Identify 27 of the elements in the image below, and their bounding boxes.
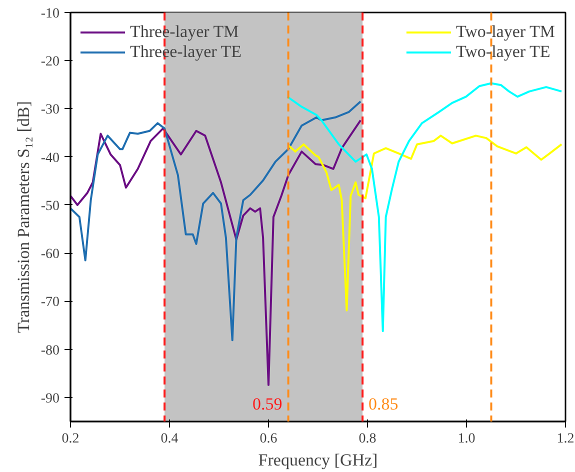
legend-label: Three-layer TM <box>130 22 239 42</box>
x-tick-label: 1.0 <box>458 432 476 446</box>
x-tick-label: 0.6 <box>260 432 278 446</box>
y-axis-title: Transmission Parameters S₁₂ [dB] <box>14 101 33 333</box>
x-axis-title: Frequency [GHz] <box>258 450 378 470</box>
annotation: 0.85 <box>368 394 398 414</box>
line-series <box>70 100 362 342</box>
y-tick-label: -10 <box>40 6 60 22</box>
legend-label: Threee-layer TE <box>130 42 242 62</box>
y-tick-label: -40 <box>40 150 60 166</box>
line-series <box>70 119 362 386</box>
legend-label: Two-layer TE <box>456 42 550 62</box>
y-tick-label: -20 <box>40 54 60 70</box>
annotation: 0.59 <box>252 394 282 414</box>
y-tick-label: -30 <box>40 102 60 118</box>
line-series <box>286 82 563 332</box>
y-tick-label: -70 <box>40 295 60 310</box>
legend-label: Two-layer TM <box>456 22 555 42</box>
y-tick-label: -60 <box>40 247 60 262</box>
y-tick-label: -80 <box>40 343 60 358</box>
x-tick-label: 1.2 <box>556 432 574 446</box>
x-tick-label: 0.4 <box>160 432 178 446</box>
y-tick-label: -50 <box>40 198 60 214</box>
line-series <box>287 134 563 312</box>
x-tick-label: 0.2 <box>62 432 80 446</box>
y-tick-label: -90 <box>40 391 60 406</box>
x-tick-label: 0.8 <box>358 432 376 446</box>
